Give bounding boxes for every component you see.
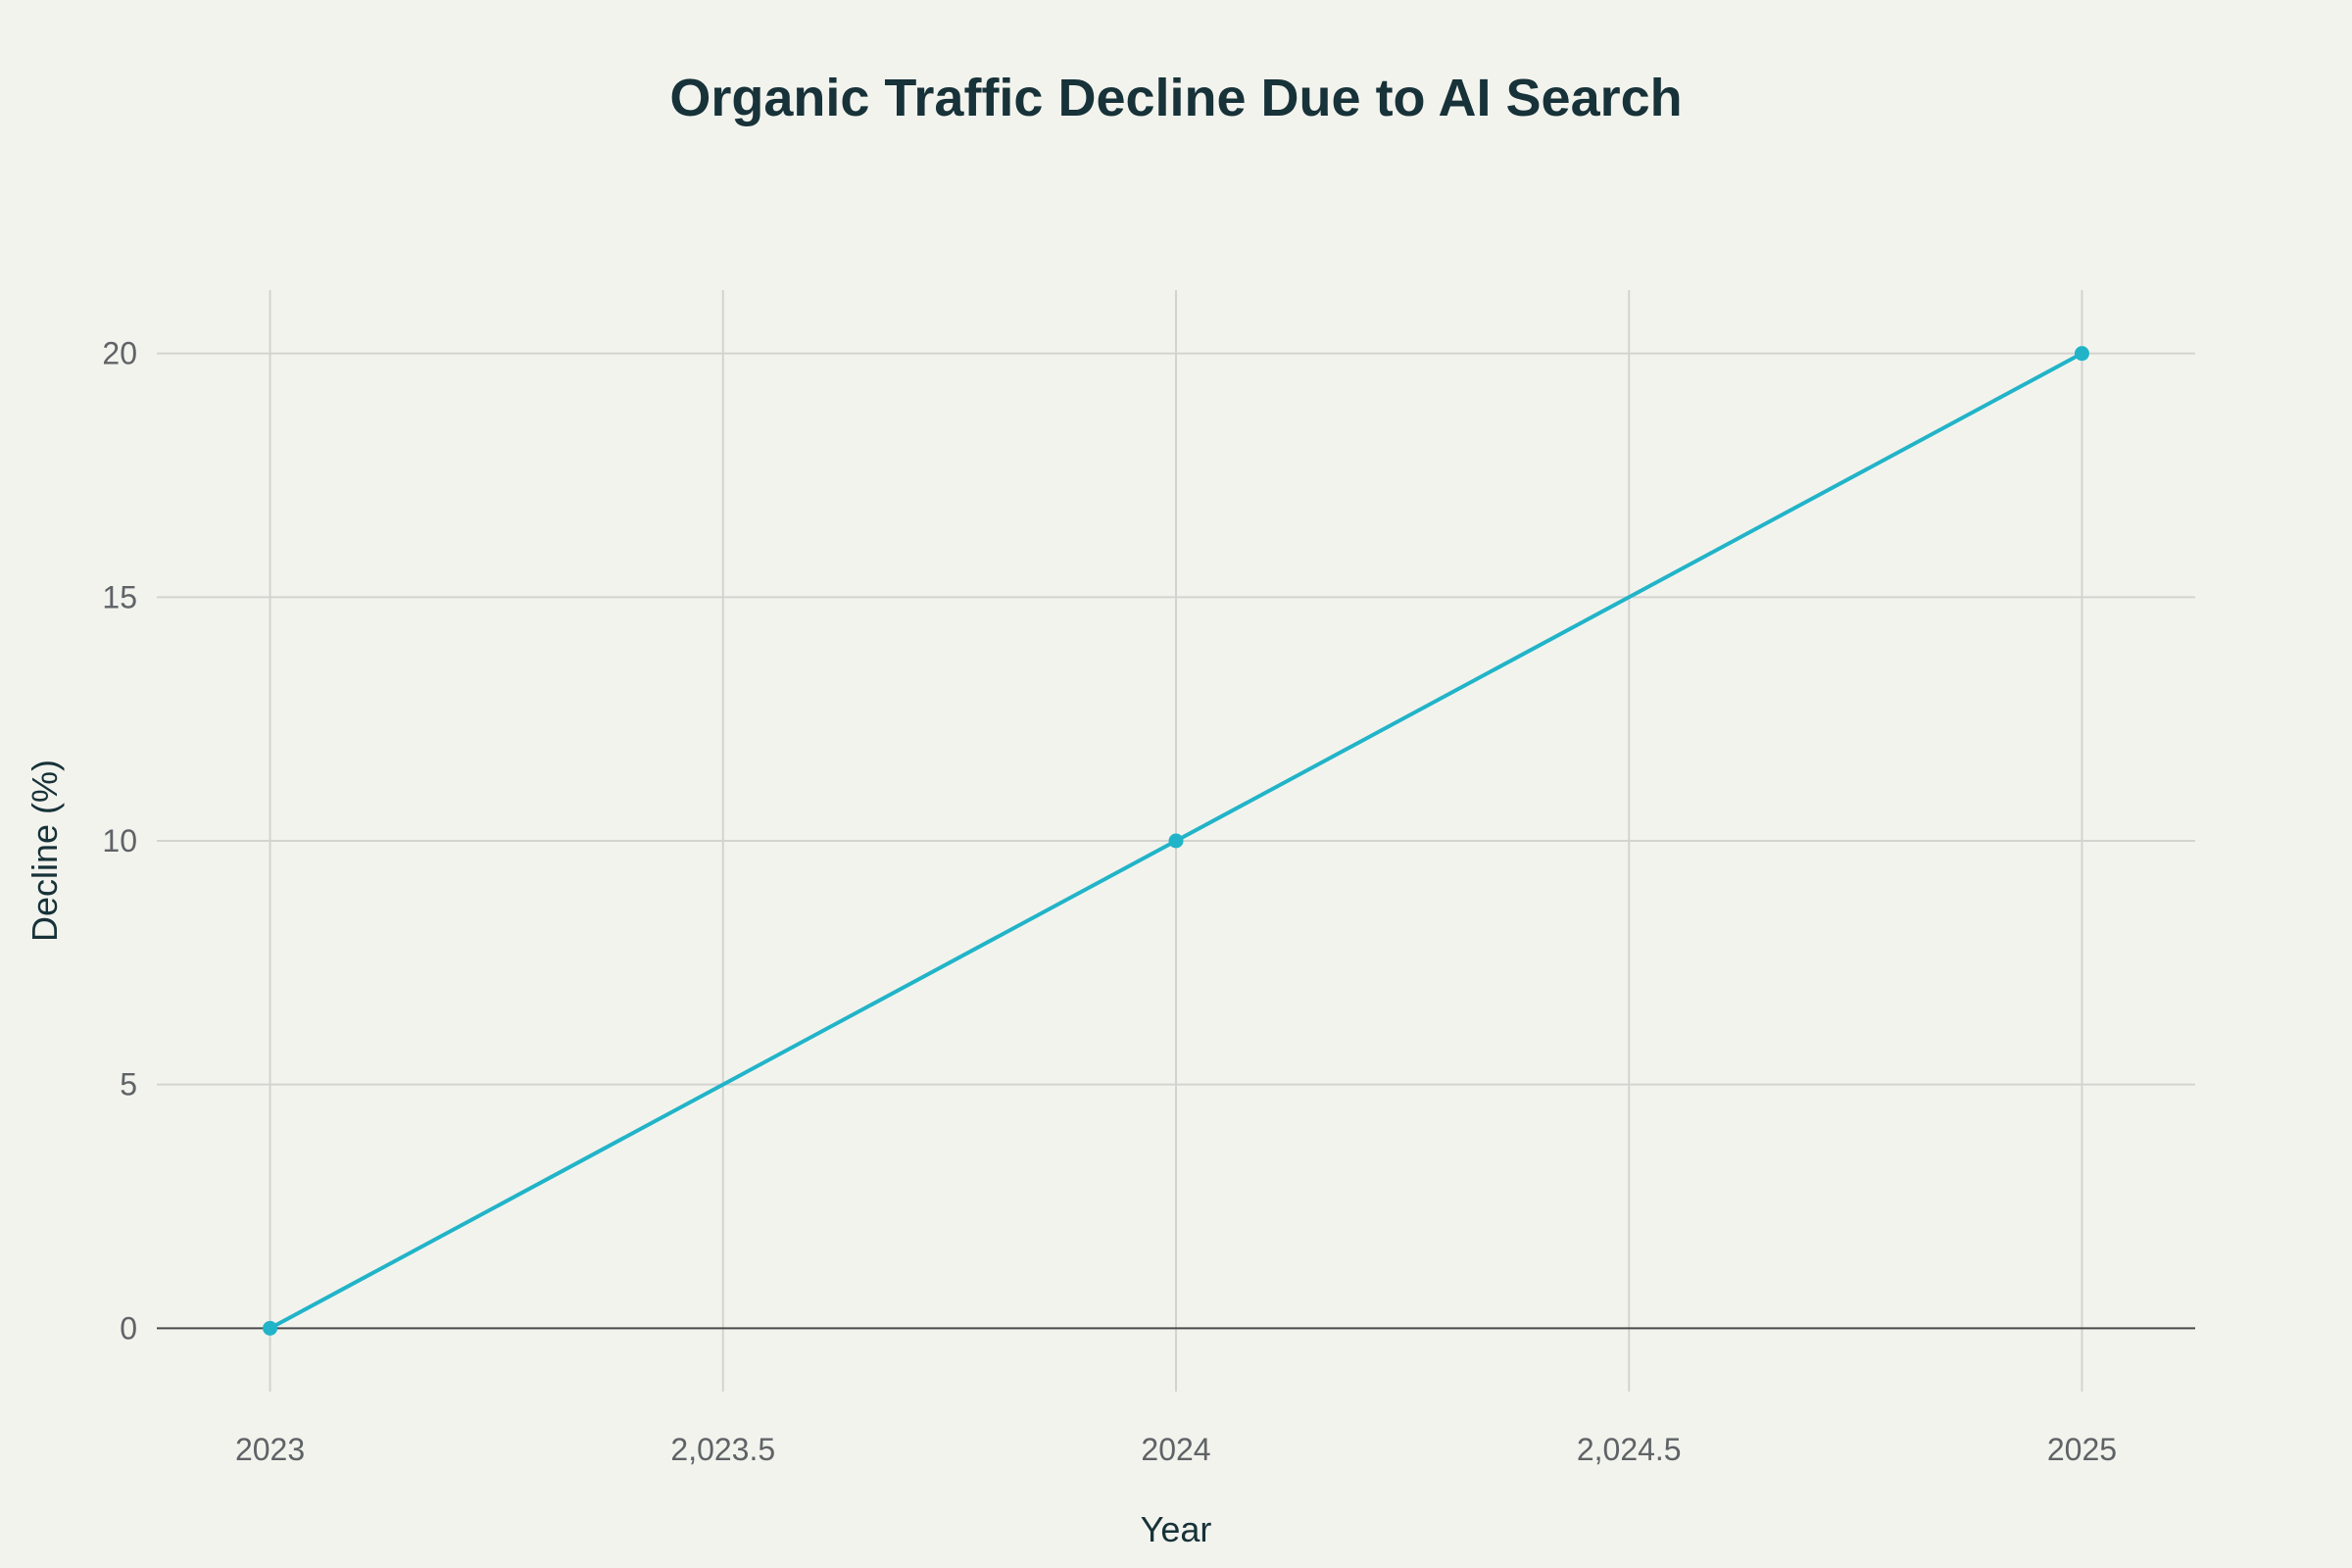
y-axis-title: Decline (%) [24, 760, 65, 942]
data-point [2074, 346, 2089, 362]
x-tick-label: 2,023.5 [670, 1432, 775, 1467]
y-tick-label: 15 [102, 579, 137, 614]
axes: 2023 2,023.5 2024 2,024.5 2025 0 5 10 15 20 [102, 336, 2195, 1467]
x-tick-label: 2,024.5 [1577, 1432, 1682, 1467]
y-tick-label: 20 [102, 336, 137, 371]
x-tick-label: 2024 [1141, 1432, 1210, 1467]
data-point [1168, 833, 1184, 849]
x-tick-label: 2023 [235, 1432, 305, 1467]
y-tick-label: 5 [120, 1067, 137, 1102]
y-tick-label: 10 [102, 823, 137, 858]
series-layer [263, 346, 2089, 1336]
y-tick-label: 0 [120, 1310, 137, 1346]
chart-title: Organic Traffic Decline Due to AI Search [669, 69, 1682, 127]
x-tick-label: 2025 [2047, 1432, 2117, 1467]
data-point [263, 1320, 278, 1336]
x-axis-title: Year [1141, 1509, 1212, 1549]
